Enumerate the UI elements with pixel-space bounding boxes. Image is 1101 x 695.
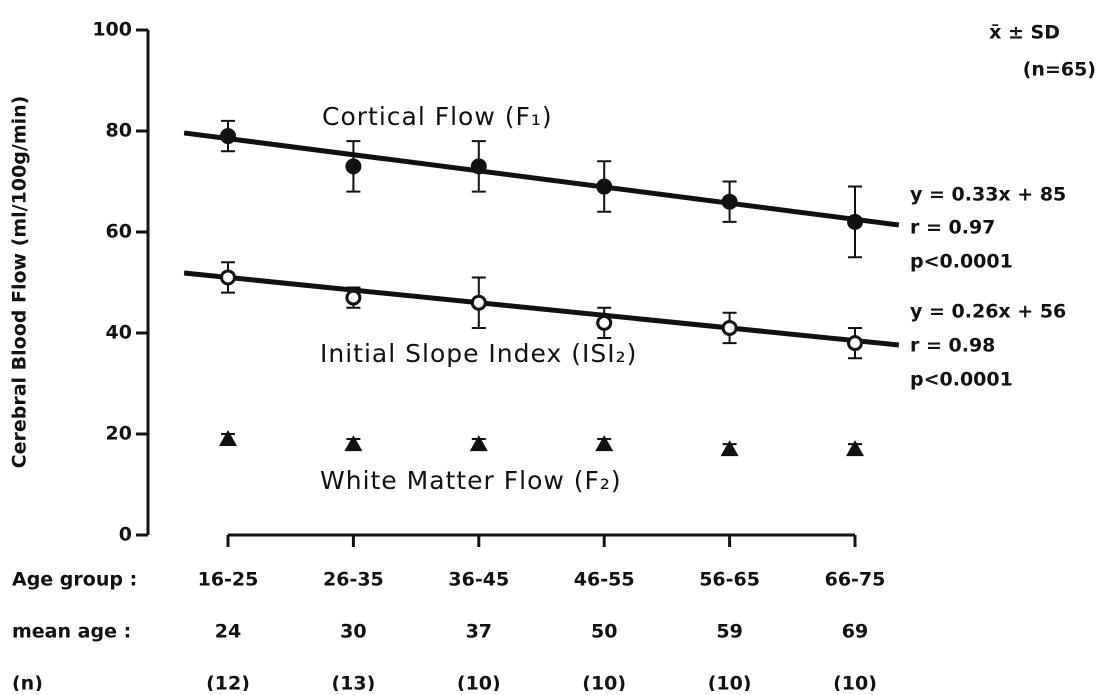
annotation: x̄ ± SD [989, 22, 1060, 44]
row-label: Age group : [12, 569, 137, 591]
annotation: p<0.0001 [910, 251, 1013, 273]
x-tick-label: 26-35 [323, 569, 384, 591]
x-tick-label: 66-75 [825, 569, 886, 591]
annotation: y = 0.26x + 56 [910, 301, 1066, 323]
annotation: p<0.0001 [910, 369, 1013, 391]
y-tick-label: 80 [106, 120, 132, 142]
x-tick-label: 16-25 [198, 569, 259, 591]
n-label: (12) [206, 673, 250, 692]
annotation: (n=65) [1023, 59, 1096, 81]
marker [344, 435, 363, 452]
marker [721, 193, 738, 210]
trend-line [183, 130, 900, 228]
marker [846, 440, 864, 457]
mean-age: 59 [716, 621, 742, 643]
y-tick-label: 100 [92, 19, 132, 41]
marker [596, 314, 613, 331]
mean-age: 24 [215, 621, 241, 643]
row-label: mean age : [12, 621, 131, 643]
series-label: White Matter Flow (F₂) [320, 466, 622, 495]
marker [596, 178, 613, 195]
marker [721, 319, 738, 336]
marker [720, 440, 739, 457]
marker [345, 158, 362, 175]
marker [220, 128, 236, 145]
y-tick-label: 20 [106, 423, 132, 445]
marker [470, 158, 487, 175]
y-tick-label: 0 [119, 524, 132, 546]
marker [345, 289, 362, 306]
series-label: Cortical Flow (F₁) [322, 102, 553, 131]
marker [847, 213, 863, 230]
mean-age: 69 [842, 621, 868, 643]
n-label: (10) [708, 673, 752, 692]
marker [220, 269, 236, 286]
n-label: (10) [833, 673, 877, 692]
x-tick-label: 46-55 [574, 569, 635, 591]
y-tick-label: 40 [106, 322, 132, 344]
marker [219, 430, 237, 447]
mean-age: 30 [340, 621, 366, 643]
y-axis-label: Cerebral Blood Flow (ml/100g/min) [9, 96, 31, 469]
n-label: (13) [331, 673, 375, 692]
annotation: y = 0.33x + 85 [910, 184, 1066, 206]
trend-line [183, 270, 900, 348]
annotation: r = 0.98 [910, 335, 995, 357]
marker [469, 435, 488, 452]
y-tick-label: 60 [106, 221, 132, 243]
annotation: r = 0.97 [910, 217, 995, 239]
marker [470, 294, 487, 311]
marker [847, 335, 863, 352]
marker [595, 435, 614, 452]
row-label: (n) [12, 673, 43, 692]
mean-age: 37 [466, 621, 492, 643]
n-label: (10) [582, 673, 626, 692]
x-tick-label: 36-45 [448, 569, 509, 591]
n-label: (10) [457, 673, 501, 692]
series-label: Initial Slope Index (ISI₂) [320, 339, 637, 368]
x-tick-label: 56-65 [699, 569, 760, 591]
mean-age: 50 [591, 621, 617, 643]
